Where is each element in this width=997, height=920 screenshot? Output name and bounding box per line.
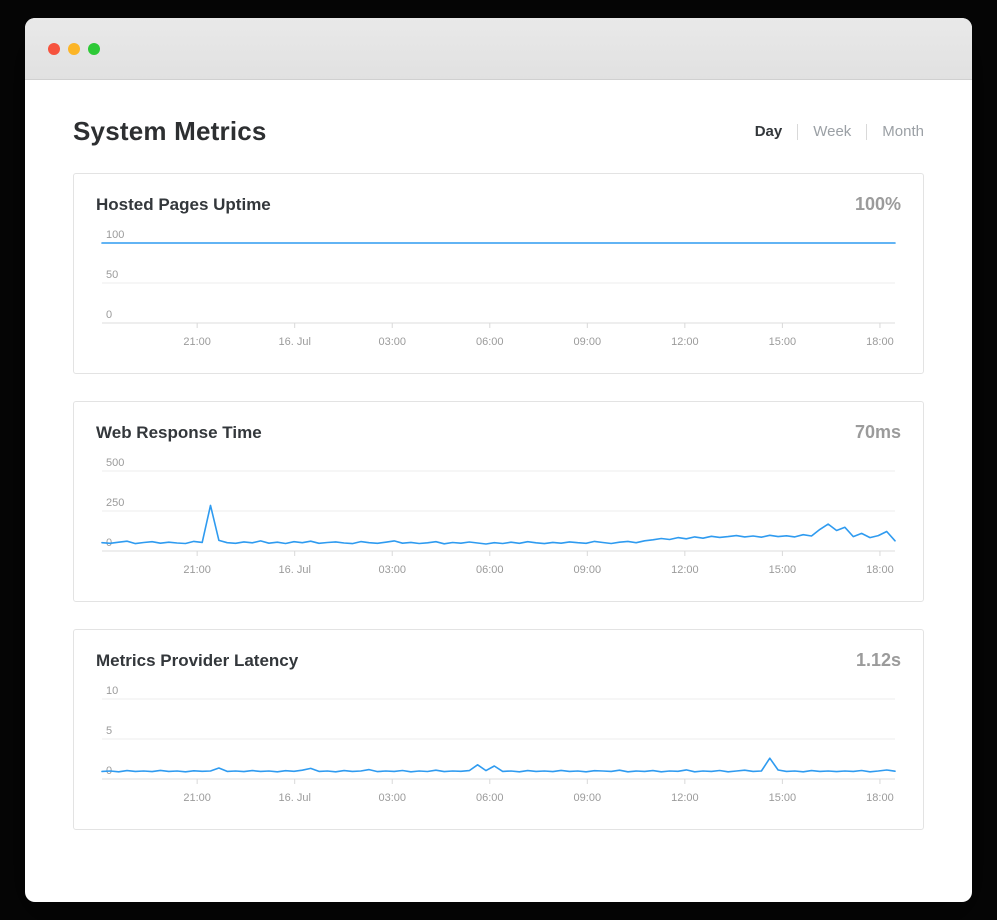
card-current-value: 70ms (854, 422, 901, 442)
x-tick-label: 16. Jul (278, 792, 310, 804)
card-title: Web Response Time (96, 422, 262, 442)
y-tick-label: 0 (106, 309, 112, 321)
series-line (101, 504, 896, 545)
tab-divider (797, 123, 799, 140)
x-tick-label: 12:00 (671, 336, 699, 348)
x-tick-label: 06:00 (476, 792, 504, 804)
minimize-window-icon[interactable] (68, 42, 80, 55)
tab-month[interactable]: Month (882, 123, 924, 140)
x-tick-label: 18:00 (866, 564, 894, 576)
zoom-window-icon[interactable] (88, 42, 100, 55)
x-tick-label: 15:00 (769, 336, 797, 348)
x-tick-label: 12:00 (671, 792, 699, 804)
card-header: Web Response Time 70ms (74, 402, 923, 447)
page-header: System Metrics Day Week Month (73, 80, 924, 173)
metric-card-metrics-provider-latency: Metrics Provider Latency 1.12s 0 5 10 21:00… (73, 629, 924, 830)
x-tick-label: 16. Jul (278, 564, 310, 576)
x-tick-label: 03:00 (378, 336, 406, 348)
x-tick-label: 21:00 (183, 792, 211, 804)
uptime-line-chart: 0 50 100 21:00 16. Jul 03:00 06:00 09:00 12:00 15… (101, 229, 896, 348)
app-window: System Metrics Day Week Month Hosted Pag… (25, 18, 972, 902)
dashboard-content: System Metrics Day Week Month Hosted Pag… (25, 80, 972, 830)
x-tick-label: 15:00 (769, 564, 797, 576)
y-tick-label: 500 (106, 457, 124, 469)
card-title: Metrics Provider Latency (96, 650, 299, 670)
y-tick-label: 5 (106, 725, 112, 737)
x-tick-label: 09:00 (574, 564, 602, 576)
x-tick-label: 12:00 (671, 564, 699, 576)
window-titlebar (25, 18, 972, 80)
y-tick-label: 100 (106, 229, 124, 241)
metric-card-web-response-time: Web Response Time 70ms 0 250 500 21:00 16. J… (73, 401, 924, 602)
x-tick-label: 21:00 (183, 564, 211, 576)
x-tick-label: 06:00 (476, 336, 504, 348)
x-tick-label: 18:00 (866, 792, 894, 804)
y-tick-label: 50 (106, 269, 118, 281)
card-current-value: 100% (854, 194, 901, 214)
close-window-icon[interactable] (48, 42, 60, 55)
metric-card-hosted-pages-uptime: Hosted Pages Uptime 100% 0 50 100 21:00 16. … (73, 173, 924, 374)
series-line (101, 757, 896, 773)
x-tick-label: 09:00 (574, 792, 602, 804)
x-tick-label: 18:00 (866, 336, 894, 348)
x-tick-label: 21:00 (183, 336, 211, 348)
y-tick-label: 10 (106, 685, 118, 697)
x-tick-label: 06:00 (476, 564, 504, 576)
x-tick-label: 03:00 (378, 792, 406, 804)
x-tick-label: 15:00 (769, 792, 797, 804)
x-tick-label: 09:00 (574, 336, 602, 348)
tab-divider (866, 123, 868, 140)
y-tick-label: 250 (106, 497, 124, 509)
card-current-value: 1.12s (855, 650, 901, 670)
card-header: Metrics Provider Latency 1.12s (74, 630, 923, 675)
x-tick-label: 16. Jul (278, 336, 310, 348)
card-title: Hosted Pages Uptime (96, 194, 271, 214)
time-range-tabs: Day Week Month (740, 123, 924, 140)
page-title: System Metrics (73, 116, 267, 146)
tab-week[interactable]: Week (813, 123, 852, 140)
card-header: Hosted Pages Uptime 100% (74, 174, 923, 219)
tab-day[interactable]: Day (754, 123, 783, 140)
x-tick-label: 03:00 (378, 564, 406, 576)
